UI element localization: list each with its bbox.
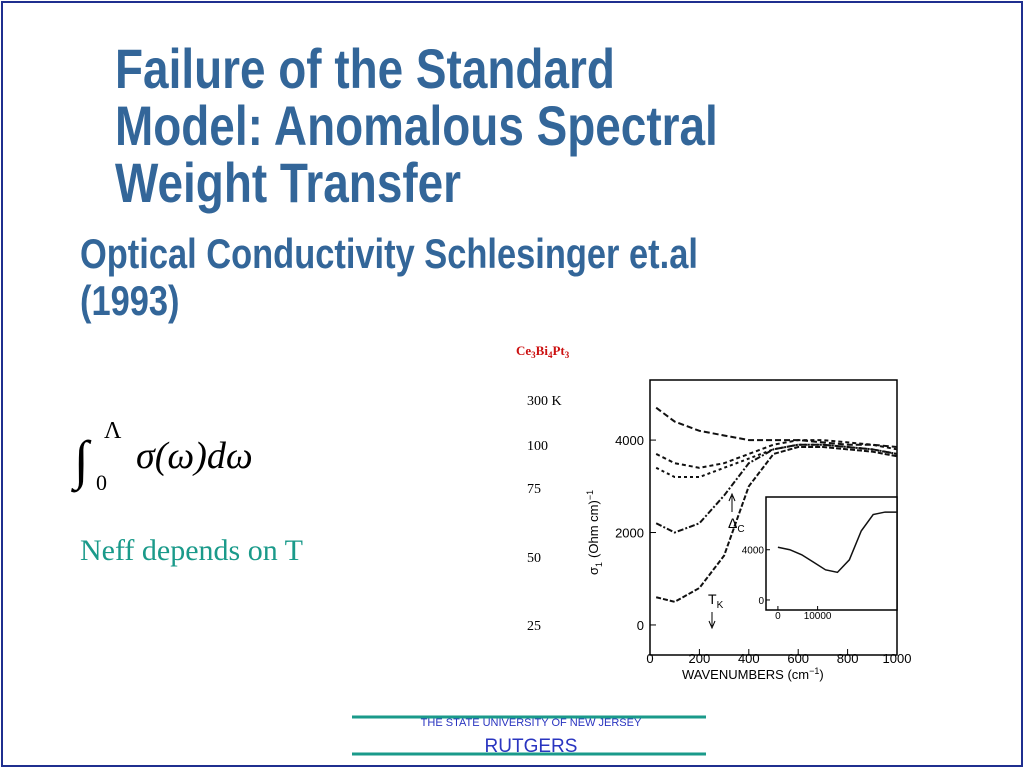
upper-limit: Λ [104, 418, 122, 444]
inset-x-tick-label: 0 [775, 611, 781, 622]
subtitle-line: Optical Conductivity Schlesinger et.al [80, 231, 698, 278]
annotation-part: C [737, 524, 744, 535]
footer: THE STATE UNIVERSITY OF NEW JERSEY RUTGE… [352, 715, 706, 757]
y-label-part: 1 [594, 562, 604, 567]
x-tick-label: 200 [689, 651, 711, 666]
x-tick-label: 0 [646, 651, 653, 666]
curve-label: 100 [527, 439, 548, 454]
formula: ∫ 0 Λ σ(ω)dω [71, 418, 253, 495]
compound-part: Bi [536, 343, 549, 358]
note: Neff depends on T [80, 534, 303, 567]
subtitle: Optical Conductivity Schlesinger et.al (… [80, 231, 698, 325]
x-label-part: ) [819, 667, 823, 682]
title-line: Failure of the Standard [115, 38, 615, 100]
y-tick-label: 0 [637, 618, 644, 633]
curve [655, 443, 898, 479]
y-label-part: (Ohm cm) [586, 500, 601, 558]
inset-frame [765, 496, 898, 611]
y-axis-label: σ1 (Ohm cm)−1 [585, 490, 604, 575]
arrow [728, 492, 736, 512]
curve [655, 439, 898, 469]
title-line: Weight Transfer [115, 152, 461, 214]
annotation-part: K [717, 600, 724, 611]
title: Failure of the Standard Model: Anomalous… [115, 38, 718, 214]
curve-label: 75 [527, 482, 541, 497]
lower-limit: 0 [96, 470, 107, 495]
curve-label: 25 [527, 619, 541, 634]
inset-y-tick-label: 0 [758, 596, 764, 607]
curve-label: 50 [527, 551, 541, 566]
curve [655, 446, 898, 603]
curve [655, 443, 898, 534]
integral-sign: ∫ [71, 430, 92, 493]
compound-part: 3 [565, 350, 570, 360]
inset-curve [777, 511, 897, 574]
x-axis-label: WAVENUMBERS (cm−1) [682, 666, 824, 682]
annotation: TK [708, 591, 724, 611]
subtitle-line: (1993) [80, 278, 180, 325]
y-label-part: σ [586, 567, 601, 575]
annotation: ΔC [728, 515, 745, 535]
y-tick-label: 4000 [615, 433, 644, 448]
curve-label: 300 K [527, 394, 562, 409]
compound-part: Ce [516, 343, 531, 358]
compound: Ce3Bi4Pt3 [516, 343, 570, 360]
inset-x-tick-label: 10000 [804, 611, 832, 622]
x-tick-label: 800 [837, 651, 859, 666]
x-label-part: WAVENUMBERS (cm [682, 667, 809, 682]
annotation-part: T [708, 591, 717, 607]
university: THE STATE UNIVERSITY OF NEW JERSEY [421, 717, 642, 729]
x-tick-label: 1000 [883, 651, 912, 666]
x-label-part: −1 [809, 666, 819, 676]
y-tick-label: 2000 [615, 526, 644, 541]
title-line: Model: Anomalous Spectral [115, 95, 718, 157]
annotation-part: Δ [728, 515, 737, 531]
x-tick-label: 600 [787, 651, 809, 666]
rutgers: RUTGERS [485, 736, 578, 757]
integrand: σ(ω)dω [136, 435, 253, 477]
curve [655, 406, 898, 449]
compound-part: 3 [531, 350, 536, 360]
y-label-part: −1 [585, 490, 595, 500]
compound-part: 4 [548, 350, 553, 360]
x-tick-label: 400 [738, 651, 760, 666]
arrow [708, 612, 716, 630]
inset-y-tick-label: 4000 [742, 546, 765, 557]
compound-part: Pt [552, 343, 565, 358]
